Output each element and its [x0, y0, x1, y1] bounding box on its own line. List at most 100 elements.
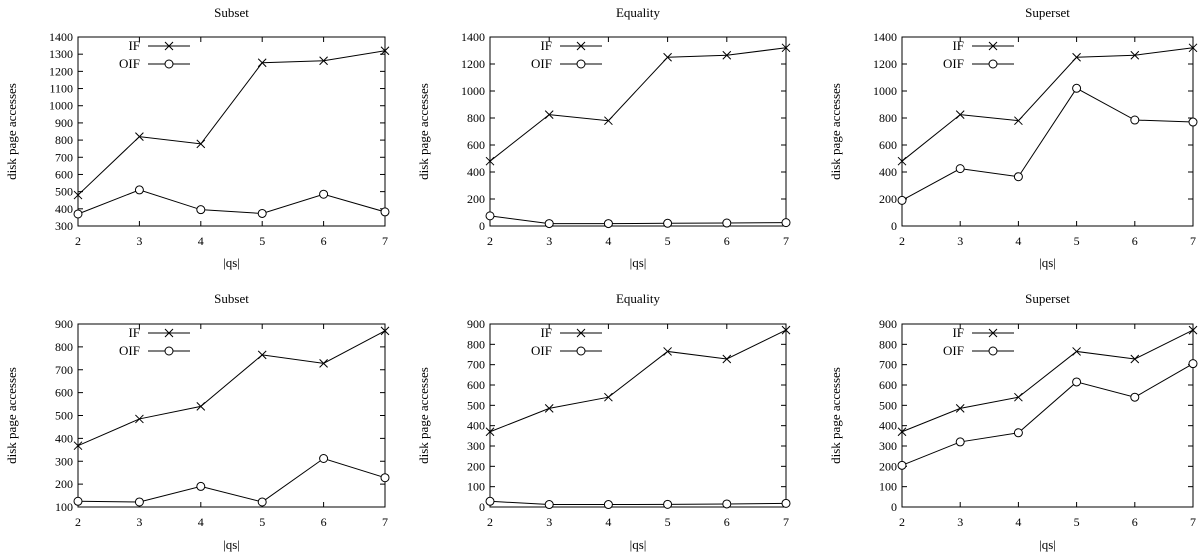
- data-point-OIF: [544, 219, 554, 229]
- series-IF: [897, 43, 1198, 166]
- x-tick-label: 2: [75, 515, 81, 529]
- data-point-OIF: [73, 209, 83, 219]
- data-point-OIF: [722, 499, 732, 509]
- y-tick-label: 900: [879, 317, 897, 331]
- data-point-OIF: [1130, 115, 1140, 125]
- plot-frame: [901, 36, 1194, 227]
- legend-label-OIF: OIF: [943, 56, 964, 71]
- x-tick-label: 7: [382, 234, 388, 248]
- data-point-OIF: [781, 218, 791, 228]
- legend-marker-IF: [164, 41, 174, 51]
- y-tick-label: 1200: [873, 57, 897, 71]
- data-point-IF: [73, 441, 83, 451]
- legend-marker-IF: [164, 328, 174, 338]
- x-axis-label: |qs|: [223, 255, 240, 270]
- y-tick-label: 100: [467, 480, 485, 494]
- x-tick-label: 7: [1190, 234, 1196, 248]
- chart-panel-4: Subset 100 200 300 400 500 600 700 800 900 2 3 4 5 6 7 |…: [4, 291, 390, 552]
- data-point-OIF: [663, 218, 673, 228]
- chart-panel-1: Subset 300 400 500 600 700 800 900 1000 1100 1200 1…: [4, 5, 390, 270]
- series-line-OIF: [77, 457, 386, 503]
- data-point-OIF: [897, 460, 907, 470]
- y-axis-label: disk page accesses: [828, 83, 843, 180]
- y-tick-label: 1100: [49, 82, 73, 96]
- y-axis-label: disk page accesses: [416, 83, 431, 180]
- data-point-OIF: [603, 500, 613, 510]
- data-point-OIF: [603, 219, 613, 229]
- data-point-IF: [196, 139, 206, 149]
- chart-panel-5: Equality 0 100 200 300 400 500 600 700 800 900 2 3 4 5…: [416, 291, 791, 552]
- x-tick-label: 5: [665, 515, 671, 529]
- legend-label-IF: IF: [128, 325, 140, 340]
- data-point-IF: [1014, 116, 1023, 126]
- y-tick-label: 600: [467, 378, 485, 392]
- data-point-OIF: [722, 218, 732, 228]
- y-tick-label: 0: [479, 500, 485, 514]
- y-tick-label: 200: [467, 459, 485, 473]
- series-IF: [73, 46, 390, 200]
- y-tick-label: 800: [879, 111, 897, 125]
- data-point-IF: [1188, 325, 1198, 335]
- legend-marker-IF: [576, 328, 586, 338]
- y-axis-label: disk page accesses: [416, 367, 431, 464]
- x-tick-label: 5: [1074, 515, 1080, 529]
- x-axis-label: |qs|: [630, 537, 647, 552]
- chart-title: Equality: [616, 291, 661, 306]
- data-point-OIF: [73, 496, 83, 506]
- data-point-IF: [1130, 354, 1140, 364]
- chart-panel-6: Superset 0 100 200 300 400 500 600 700 800 900 2 3 4 5…: [828, 291, 1198, 552]
- y-tick-label: 700: [55, 363, 73, 377]
- y-tick-label: 0: [479, 219, 485, 233]
- legend-marker-OIF: [164, 59, 174, 69]
- chart-title: Subset: [214, 5, 249, 20]
- data-point-OIF: [1072, 83, 1082, 93]
- plot-frame: [901, 323, 1194, 508]
- x-tick-label: 5: [1074, 234, 1080, 248]
- x-tick-label: 4: [198, 515, 204, 529]
- legend-label-OIF: OIF: [531, 343, 552, 358]
- y-tick-label: 700: [55, 150, 73, 164]
- series-OIF: [73, 454, 390, 507]
- x-tick-label: 5: [259, 515, 265, 529]
- y-tick-label: 800: [879, 337, 897, 351]
- y-tick-label: 300: [55, 454, 73, 468]
- data-point-OIF: [955, 437, 965, 447]
- series-line-IF: [901, 329, 1194, 433]
- x-tick-label: 3: [136, 515, 142, 529]
- x-tick-label: 2: [487, 234, 493, 248]
- x-tick-label: 4: [605, 515, 611, 529]
- y-tick-label: 400: [467, 165, 485, 179]
- y-tick-label: 600: [879, 138, 897, 152]
- data-point-OIF: [196, 481, 206, 491]
- data-point-IF: [955, 110, 965, 119]
- data-point-OIF: [1013, 428, 1023, 438]
- data-point-IF: [722, 354, 732, 364]
- data-point-OIF: [319, 189, 329, 199]
- x-tick-label: 3: [957, 515, 963, 529]
- x-axis-label: |qs|: [1039, 255, 1056, 270]
- x-tick-label: 2: [899, 515, 905, 529]
- y-tick-label: 800: [55, 133, 73, 147]
- legend-label-IF: IF: [540, 325, 552, 340]
- x-axis-label: |qs|: [223, 537, 240, 552]
- data-point-IF: [257, 58, 267, 68]
- legend-label-OIF: OIF: [119, 343, 140, 358]
- y-tick-label: 500: [55, 185, 73, 199]
- plot-frame: [489, 36, 787, 227]
- y-tick-label: 400: [879, 165, 897, 179]
- chart-panel-2: Equality 0 200 400 600 800 1000 1200 1400 2 3 4 5 6 7 |…: [416, 5, 791, 270]
- legend-label-IF: IF: [952, 38, 964, 53]
- y-tick-label: 500: [467, 398, 485, 412]
- chart-title: Subset: [214, 291, 249, 306]
- data-point-IF: [1188, 43, 1198, 53]
- data-point-IF: [319, 56, 328, 66]
- legend-label-IF: IF: [952, 325, 964, 340]
- data-point-IF: [955, 404, 965, 413]
- chart-panel-3: Superset 0 200 400 600 800 1000 1200 1400 2 3 4 5 6 7 |…: [828, 5, 1198, 270]
- data-point-OIF: [134, 185, 144, 195]
- y-tick-label: 1200: [49, 64, 73, 78]
- series-line-IF: [901, 47, 1194, 162]
- data-point-IF: [781, 325, 791, 335]
- data-point-OIF: [781, 498, 791, 508]
- data-point-IF: [135, 414, 144, 424]
